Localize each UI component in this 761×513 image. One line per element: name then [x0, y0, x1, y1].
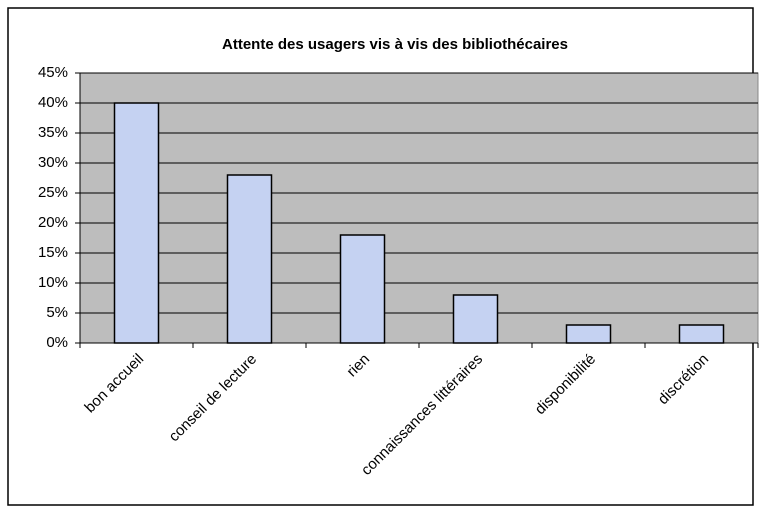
y-tick-label: 45%: [38, 64, 68, 81]
bar: [678, 324, 725, 344]
y-tick-label: 30%: [38, 154, 68, 171]
y-tick-label: 0%: [46, 334, 68, 351]
y-tick-label: 5%: [46, 304, 68, 321]
bar: [565, 324, 612, 344]
y-tick-label: 35%: [38, 124, 68, 141]
bar: [339, 234, 386, 344]
plot-area: [79, 72, 759, 344]
y-tick-label: 15%: [38, 244, 68, 261]
chart-title: Attente des usagers vis à vis des biblio…: [222, 36, 568, 53]
y-tick-label: 40%: [38, 94, 68, 111]
y-tick-label: 25%: [38, 184, 68, 201]
bar: [226, 174, 273, 344]
bar: [113, 102, 160, 344]
y-tick-label: 10%: [38, 274, 68, 291]
bar: [452, 294, 499, 344]
y-tick-label: 20%: [38, 214, 68, 231]
